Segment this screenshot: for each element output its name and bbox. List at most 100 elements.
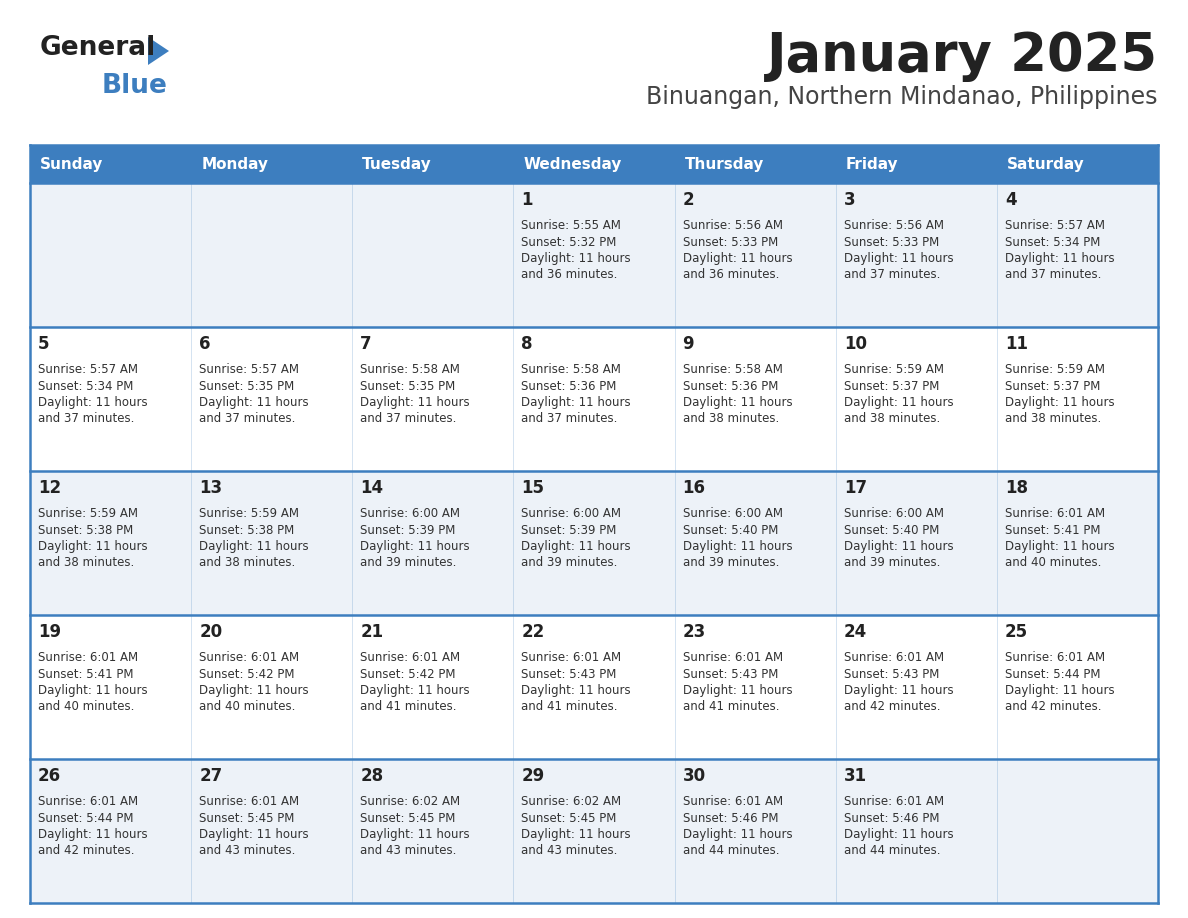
- Text: Sunrise: 6:02 AM: Sunrise: 6:02 AM: [522, 795, 621, 808]
- Text: and 36 minutes.: and 36 minutes.: [683, 268, 779, 282]
- Text: and 37 minutes.: and 37 minutes.: [38, 412, 134, 426]
- Text: Sunset: 5:42 PM: Sunset: 5:42 PM: [360, 667, 456, 680]
- Text: and 41 minutes.: and 41 minutes.: [683, 700, 779, 713]
- Text: Sunrise: 6:00 AM: Sunrise: 6:00 AM: [843, 507, 943, 520]
- Text: 25: 25: [1005, 623, 1028, 641]
- Text: Sunrise: 6:00 AM: Sunrise: 6:00 AM: [683, 507, 783, 520]
- Text: and 38 minutes.: and 38 minutes.: [200, 556, 296, 569]
- Text: Sunrise: 6:01 AM: Sunrise: 6:01 AM: [683, 651, 783, 664]
- Text: Sunset: 5:34 PM: Sunset: 5:34 PM: [38, 379, 133, 393]
- Text: 23: 23: [683, 623, 706, 641]
- Text: Thursday: Thursday: [684, 156, 764, 172]
- Bar: [30, 759, 1158, 903]
- Text: 31: 31: [843, 767, 867, 785]
- Text: Sunrise: 5:59 AM: Sunrise: 5:59 AM: [38, 507, 138, 520]
- Text: Sunrise: 5:59 AM: Sunrise: 5:59 AM: [1005, 363, 1105, 376]
- Text: 8: 8: [522, 335, 533, 353]
- Text: Daylight: 11 hours: Daylight: 11 hours: [360, 828, 470, 841]
- Text: Daylight: 11 hours: Daylight: 11 hours: [522, 828, 631, 841]
- Text: and 42 minutes.: and 42 minutes.: [38, 845, 134, 857]
- Text: Blue: Blue: [102, 73, 168, 99]
- Text: 1: 1: [522, 191, 533, 209]
- Text: Daylight: 11 hours: Daylight: 11 hours: [522, 396, 631, 409]
- Text: General: General: [40, 35, 157, 61]
- Text: Sunrise: 6:01 AM: Sunrise: 6:01 AM: [843, 651, 943, 664]
- Text: and 37 minutes.: and 37 minutes.: [843, 268, 940, 282]
- Text: Daylight: 11 hours: Daylight: 11 hours: [683, 828, 792, 841]
- Text: 3: 3: [843, 191, 855, 209]
- Text: Sunset: 5:36 PM: Sunset: 5:36 PM: [522, 379, 617, 393]
- Text: Sunrise: 5:56 AM: Sunrise: 5:56 AM: [683, 219, 783, 232]
- Text: Daylight: 11 hours: Daylight: 11 hours: [522, 252, 631, 265]
- Text: Sunset: 5:45 PM: Sunset: 5:45 PM: [360, 812, 456, 824]
- Text: Daylight: 11 hours: Daylight: 11 hours: [683, 540, 792, 553]
- Polygon shape: [148, 37, 169, 65]
- Text: and 37 minutes.: and 37 minutes.: [1005, 268, 1101, 282]
- Bar: [30, 183, 1158, 327]
- Text: 14: 14: [360, 479, 384, 497]
- Text: and 42 minutes.: and 42 minutes.: [843, 700, 940, 713]
- Text: Daylight: 11 hours: Daylight: 11 hours: [200, 540, 309, 553]
- Text: Sunrise: 6:00 AM: Sunrise: 6:00 AM: [522, 507, 621, 520]
- Text: Daylight: 11 hours: Daylight: 11 hours: [522, 540, 631, 553]
- Text: and 41 minutes.: and 41 minutes.: [522, 700, 618, 713]
- Text: Friday: Friday: [846, 156, 898, 172]
- Text: Sunrise: 5:57 AM: Sunrise: 5:57 AM: [1005, 219, 1105, 232]
- Text: Daylight: 11 hours: Daylight: 11 hours: [360, 396, 470, 409]
- Text: Daylight: 11 hours: Daylight: 11 hours: [843, 540, 953, 553]
- Text: 4: 4: [1005, 191, 1017, 209]
- Text: 2: 2: [683, 191, 694, 209]
- Text: Daylight: 11 hours: Daylight: 11 hours: [1005, 396, 1114, 409]
- Text: and 39 minutes.: and 39 minutes.: [843, 556, 940, 569]
- Text: Sunrise: 5:57 AM: Sunrise: 5:57 AM: [200, 363, 299, 376]
- Text: Sunset: 5:35 PM: Sunset: 5:35 PM: [360, 379, 455, 393]
- Text: Daylight: 11 hours: Daylight: 11 hours: [200, 684, 309, 697]
- Text: Sunrise: 5:59 AM: Sunrise: 5:59 AM: [843, 363, 943, 376]
- Text: January 2025: January 2025: [767, 30, 1158, 82]
- Text: 15: 15: [522, 479, 544, 497]
- Text: 16: 16: [683, 479, 706, 497]
- Text: 21: 21: [360, 623, 384, 641]
- Text: Sunset: 5:40 PM: Sunset: 5:40 PM: [683, 523, 778, 536]
- Text: 24: 24: [843, 623, 867, 641]
- Text: and 40 minutes.: and 40 minutes.: [200, 700, 296, 713]
- Text: Sunset: 5:41 PM: Sunset: 5:41 PM: [38, 667, 133, 680]
- Text: Sunset: 5:46 PM: Sunset: 5:46 PM: [843, 812, 940, 824]
- Text: Daylight: 11 hours: Daylight: 11 hours: [38, 828, 147, 841]
- Text: and 37 minutes.: and 37 minutes.: [200, 412, 296, 426]
- Text: Sunset: 5:35 PM: Sunset: 5:35 PM: [200, 379, 295, 393]
- Text: Sunrise: 5:59 AM: Sunrise: 5:59 AM: [200, 507, 299, 520]
- Text: and 41 minutes.: and 41 minutes.: [360, 700, 456, 713]
- Text: Sunset: 5:38 PM: Sunset: 5:38 PM: [38, 523, 133, 536]
- Text: Sunrise: 6:01 AM: Sunrise: 6:01 AM: [1005, 507, 1105, 520]
- Text: 9: 9: [683, 335, 694, 353]
- Text: 19: 19: [38, 623, 61, 641]
- Text: Sunrise: 5:56 AM: Sunrise: 5:56 AM: [843, 219, 943, 232]
- Text: and 39 minutes.: and 39 minutes.: [522, 556, 618, 569]
- Text: Sunset: 5:41 PM: Sunset: 5:41 PM: [1005, 523, 1100, 536]
- Text: Daylight: 11 hours: Daylight: 11 hours: [200, 828, 309, 841]
- Text: and 38 minutes.: and 38 minutes.: [683, 412, 779, 426]
- Text: Sunset: 5:37 PM: Sunset: 5:37 PM: [843, 379, 939, 393]
- Bar: [30, 615, 1158, 759]
- Text: Daylight: 11 hours: Daylight: 11 hours: [360, 684, 470, 697]
- Text: Daylight: 11 hours: Daylight: 11 hours: [522, 684, 631, 697]
- Text: Sunset: 5:45 PM: Sunset: 5:45 PM: [200, 812, 295, 824]
- Text: Sunrise: 6:01 AM: Sunrise: 6:01 AM: [200, 651, 299, 664]
- Text: Sunrise: 6:00 AM: Sunrise: 6:00 AM: [360, 507, 460, 520]
- Text: and 44 minutes.: and 44 minutes.: [683, 845, 779, 857]
- Text: 5: 5: [38, 335, 50, 353]
- Text: Daylight: 11 hours: Daylight: 11 hours: [38, 540, 147, 553]
- Text: Daylight: 11 hours: Daylight: 11 hours: [843, 684, 953, 697]
- Bar: [30, 471, 1158, 615]
- Text: Sunrise: 6:01 AM: Sunrise: 6:01 AM: [683, 795, 783, 808]
- Text: Sunset: 5:43 PM: Sunset: 5:43 PM: [683, 667, 778, 680]
- Text: and 44 minutes.: and 44 minutes.: [843, 845, 940, 857]
- Text: and 38 minutes.: and 38 minutes.: [38, 556, 134, 569]
- Text: 12: 12: [38, 479, 61, 497]
- Text: and 40 minutes.: and 40 minutes.: [38, 700, 134, 713]
- Text: Daylight: 11 hours: Daylight: 11 hours: [1005, 540, 1114, 553]
- Text: Sunrise: 5:58 AM: Sunrise: 5:58 AM: [522, 363, 621, 376]
- Text: Daylight: 11 hours: Daylight: 11 hours: [1005, 252, 1114, 265]
- Text: Sunset: 5:44 PM: Sunset: 5:44 PM: [38, 812, 133, 824]
